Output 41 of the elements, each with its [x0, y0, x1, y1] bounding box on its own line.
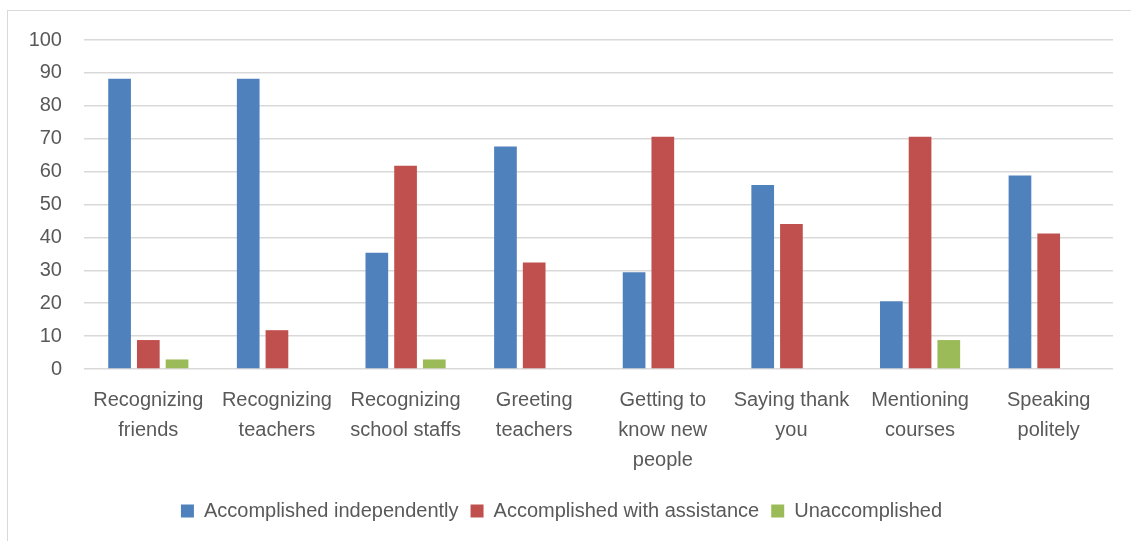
bar	[108, 78, 131, 369]
bar	[165, 359, 189, 369]
y-tick-label: 80	[39, 93, 62, 116]
y-tick-label: 40	[39, 224, 62, 247]
bar	[651, 136, 675, 369]
y-tick-label: 100	[28, 27, 62, 50]
bar	[494, 146, 517, 369]
bar	[265, 330, 289, 369]
bar	[365, 252, 389, 369]
bar	[780, 223, 803, 369]
legend-label: Unaccomplished	[794, 498, 943, 521]
y-tick-label: 0	[50, 356, 62, 379]
y-tick-label: 20	[39, 290, 62, 313]
bar	[879, 301, 903, 369]
bar	[751, 185, 775, 369]
x-tick-label: Recognizing friends	[93, 387, 204, 440]
y-tick-label: 10	[39, 323, 62, 346]
legend-label: Accomplished with assistance	[493, 498, 760, 521]
bar	[522, 262, 546, 369]
bar	[622, 272, 646, 369]
x-tick-label: Recognizing teachers	[221, 387, 332, 440]
bar	[908, 136, 932, 369]
bar	[236, 78, 260, 369]
x-tick-label: Saying thank you	[733, 387, 851, 440]
bar	[394, 165, 417, 369]
bar	[136, 340, 160, 369]
x-tick-label: Greeting teachers	[495, 387, 573, 440]
y-tick-label: 70	[39, 126, 62, 149]
y-tick-label: 60	[39, 159, 62, 182]
y-tick-label: 30	[39, 257, 62, 280]
bar	[1008, 175, 1032, 369]
x-tick-label: Getting to know new people	[618, 387, 708, 470]
x-tick-label: Recognizing school staffs	[350, 387, 461, 440]
bar	[937, 340, 961, 369]
x-tick-label: Mentioning courses	[871, 387, 969, 440]
bar	[422, 359, 446, 369]
legend-label: Accomplished independently	[203, 498, 459, 521]
bar	[1037, 233, 1061, 369]
x-tick-label: Speaking politely	[1006, 387, 1091, 440]
y-tick-label: 90	[39, 60, 62, 83]
y-tick-label: 50	[39, 192, 62, 215]
